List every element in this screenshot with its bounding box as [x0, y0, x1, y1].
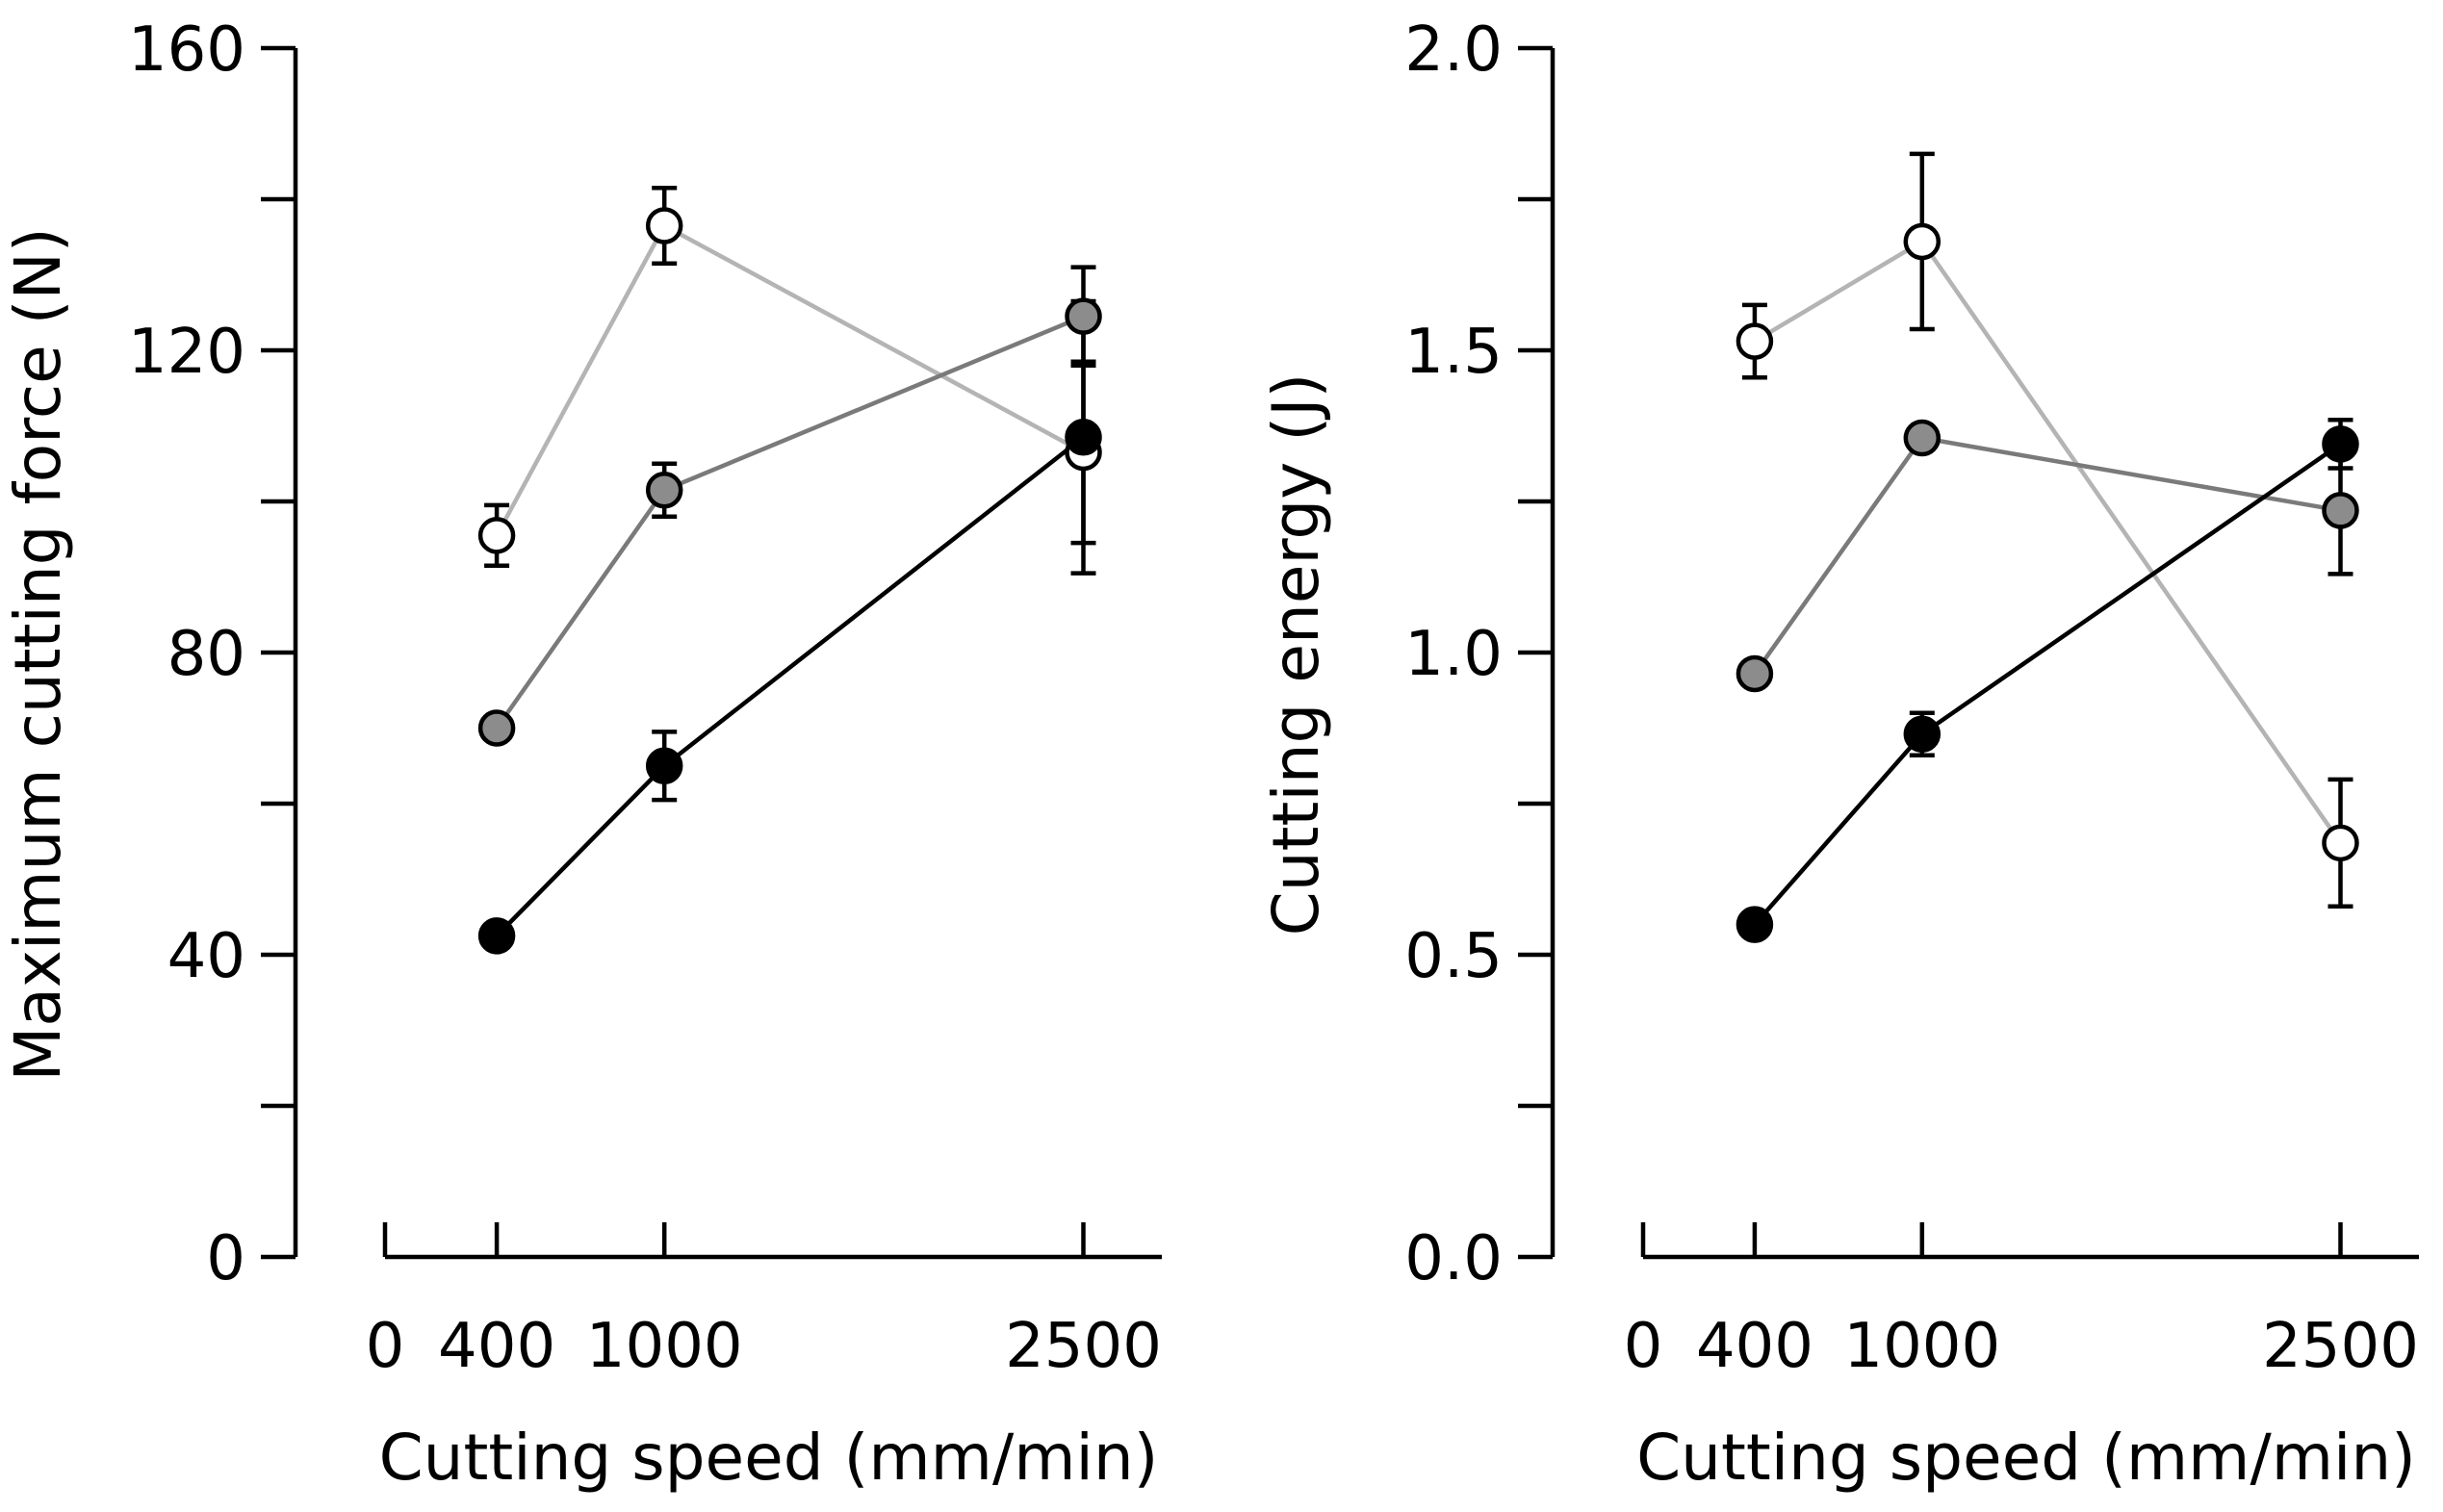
series-line [495, 435, 1085, 937]
x-tick-label: 0 [1624, 1311, 1663, 1382]
x-tick-label: 2500 [1005, 1311, 1162, 1382]
data-point [2322, 824, 2359, 862]
x-tick-label: 1000 [586, 1311, 743, 1382]
data-point [477, 917, 516, 955]
y-axis-title: Maximum cutting force (N) [1, 227, 75, 1081]
x-tick-label: 400 [1696, 1311, 1813, 1382]
x-tick-label: 400 [438, 1311, 555, 1382]
x-axis-title: Cutting speed (mm/min) [379, 1421, 1159, 1495]
data-point [2322, 492, 2359, 529]
y-tick-label: 0.5 [1404, 921, 1503, 992]
data-point [2322, 425, 2359, 463]
data-point [1736, 906, 1774, 943]
data-point [1065, 419, 1102, 456]
data-point [1065, 297, 1102, 335]
y-tick-label: 2.0 [1404, 14, 1503, 86]
y-tick-label: 40 [167, 921, 245, 992]
x-tick-label: 0 [366, 1311, 405, 1382]
y-tick-label: 1.0 [1404, 619, 1503, 690]
series-line [1753, 435, 2341, 676]
series-line [1753, 442, 2342, 927]
data-point [1903, 715, 1942, 754]
x-axis-title: Cutting speed (mm/min) [1636, 1421, 2416, 1495]
data-point [1736, 322, 1774, 360]
data-point [645, 207, 683, 244]
y-tick-label: 160 [128, 14, 245, 86]
y-tick-label: 0.0 [1404, 1223, 1503, 1294]
data-point [645, 471, 683, 509]
data-point [1736, 654, 1774, 693]
series-line [495, 222, 1085, 537]
y-tick-label: 1.5 [1404, 317, 1503, 388]
y-tick-label: 80 [167, 619, 245, 690]
data-point [477, 709, 516, 747]
chart-panel-cutting-energy: 0.0 0.5 1.0 1.5 2.0 Cutting energy (J) 0 400 100… [1259, 14, 2419, 1495]
y-tick-label: 120 [128, 317, 245, 388]
data-point [1903, 222, 1942, 261]
data-point [1903, 419, 1942, 457]
x-tick-label: 2500 [2262, 1311, 2419, 1382]
y-axis-title: Cutting energy (J) [1259, 373, 1333, 936]
data-point [645, 747, 683, 784]
series-line [1753, 238, 2343, 845]
data-point [477, 517, 516, 554]
y-tick-label: 0 [206, 1223, 245, 1294]
x-tick-label: 1000 [1843, 1311, 2000, 1382]
chart-panel-max-cutting-force: 0 40 80 120 160 Maximum cutting force (N) 0 400… [1, 14, 1162, 1495]
